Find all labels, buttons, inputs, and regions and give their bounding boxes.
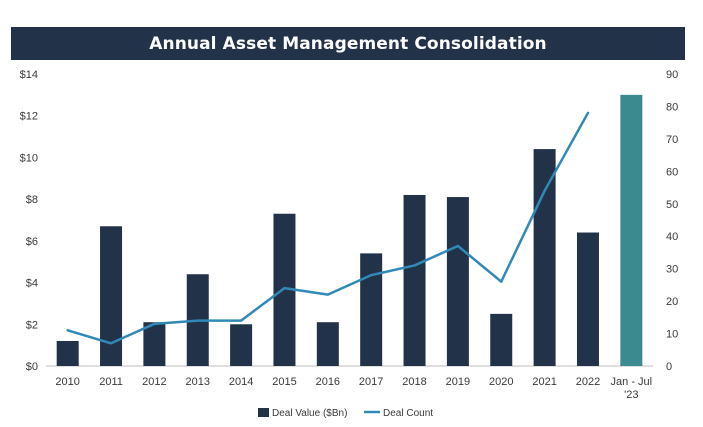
right-axis-tick-label: 90 <box>666 69 678 81</box>
x-axis-tick-label: 2019 <box>446 376 470 388</box>
x-axis-tick-label: 2020 <box>489 376 513 388</box>
bar-deal-value <box>576 232 599 366</box>
right-axis-tick-label: 40 <box>666 231 678 243</box>
legend-label-deal-value: Deal Value ($Bn) <box>272 408 347 419</box>
bar-deal-value <box>446 197 469 366</box>
legend-label-deal-count: Deal Count <box>383 408 433 419</box>
x-axis-tick-label: 2015 <box>272 376 296 388</box>
left-axis-tick-label: $8 <box>26 194 38 206</box>
right-axis-tick-label: 60 <box>666 166 678 178</box>
right-axis-tick-label: 0 <box>666 361 672 373</box>
left-axis-tick-label: $4 <box>26 278 38 290</box>
right-axis-tick-label: 30 <box>666 264 678 276</box>
bar-deal-value <box>490 313 513 366</box>
x-axis-tick-label: '23 <box>624 389 638 401</box>
bar-deal-value <box>533 149 556 366</box>
chart-title-bar: Annual Asset Management Consolidation <box>11 27 685 60</box>
right-axis-tick-label: 20 <box>666 296 678 308</box>
bar-deal-value <box>403 194 426 366</box>
x-axis-tick-label: 2014 <box>229 376 253 388</box>
x-axis-tick-label: 2017 <box>359 376 383 388</box>
left-axis-tick-label: $12 <box>20 111 38 123</box>
x-axis-tick-label: 2012 <box>142 376 166 388</box>
bar-deal-value <box>273 213 296 366</box>
right-axis-tick-label: 10 <box>666 329 678 341</box>
left-axis-tick-label: $2 <box>26 319 38 331</box>
right-axis-tick-label: 70 <box>666 134 678 146</box>
bar-deal-value <box>316 322 339 366</box>
chart-title: Annual Asset Management Consolidation <box>149 33 547 54</box>
x-axis-tick-label: 2022 <box>576 376 600 388</box>
bar-deal-value <box>360 253 383 366</box>
bar-deal-value <box>620 94 643 366</box>
bar-deal-value <box>56 340 79 366</box>
x-axis-tick-label: 2021 <box>532 376 556 388</box>
bar-deal-value <box>230 324 253 366</box>
left-axis-tick-label: $10 <box>20 152 38 164</box>
x-axis-tick-label: Jan - Jul <box>611 376 653 388</box>
x-axis-tick-label: 2013 <box>186 376 210 388</box>
bar-deal-value <box>143 322 166 366</box>
x-axis-tick-label: 2016 <box>316 376 340 388</box>
left-axis-tick-label: $0 <box>26 361 38 373</box>
left-axis-tick-label: $14 <box>20 69 38 81</box>
line-deal-count <box>66 111 590 345</box>
left-axis-tick-label: $6 <box>26 236 38 248</box>
bar-deal-value <box>100 226 123 366</box>
legend-swatch-deal-value <box>258 408 269 417</box>
x-axis-tick-label: 2011 <box>99 376 123 388</box>
x-axis-tick-label: 2010 <box>55 376 79 388</box>
right-axis-tick-label: 80 <box>666 101 678 113</box>
right-axis-tick-label: 50 <box>666 199 678 211</box>
x-axis-tick-label: 2018 <box>402 376 426 388</box>
